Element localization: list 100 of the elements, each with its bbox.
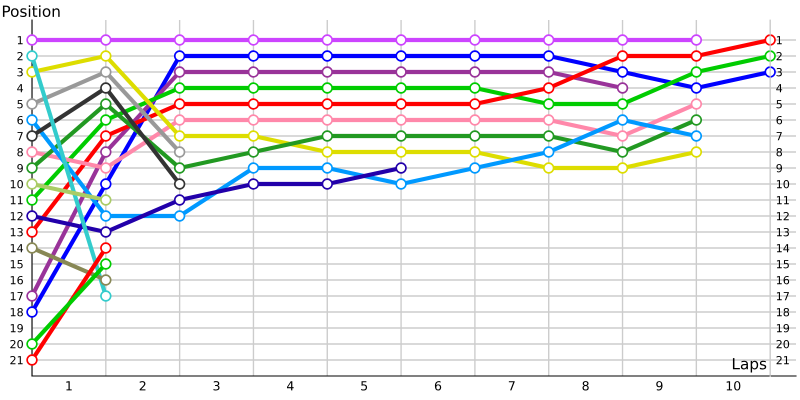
y2-tick-label: 9 bbox=[776, 164, 782, 172]
y2-tick-label: 13 bbox=[776, 228, 789, 236]
point bbox=[616, 130, 628, 142]
y2-tick-label: 20 bbox=[776, 340, 790, 348]
point bbox=[174, 34, 186, 46]
point bbox=[322, 50, 333, 62]
point bbox=[174, 50, 186, 62]
point bbox=[248, 98, 260, 110]
y2-tick-label: 5 bbox=[776, 100, 782, 108]
y2-tick-label: 10 bbox=[776, 180, 790, 188]
point bbox=[322, 114, 333, 126]
y2-tick-label: 12 bbox=[776, 212, 789, 220]
point bbox=[616, 82, 628, 94]
point bbox=[26, 226, 38, 238]
y2-tick-label: 3 bbox=[776, 68, 782, 76]
point bbox=[322, 178, 333, 190]
point bbox=[26, 98, 38, 110]
y-tick-label: 6 bbox=[17, 116, 23, 124]
point bbox=[100, 178, 112, 190]
point bbox=[174, 98, 186, 110]
y2-tick-label: 17 bbox=[776, 292, 789, 300]
point bbox=[100, 50, 112, 62]
x-tick-label: 6 bbox=[434, 381, 442, 391]
point bbox=[690, 98, 702, 110]
point bbox=[26, 178, 38, 190]
x-tick-label: 10 bbox=[726, 381, 740, 391]
point bbox=[100, 34, 112, 46]
point bbox=[26, 50, 38, 62]
point bbox=[616, 162, 628, 174]
point bbox=[174, 82, 186, 94]
point bbox=[26, 146, 38, 158]
point bbox=[100, 146, 112, 158]
point bbox=[690, 66, 702, 78]
point bbox=[690, 146, 702, 158]
y-tick-label: 1 bbox=[18, 36, 23, 44]
point bbox=[100, 98, 112, 110]
y-tick-label: 9 bbox=[17, 164, 23, 172]
point bbox=[469, 50, 481, 62]
y-tick-label: 7 bbox=[18, 132, 23, 140]
point bbox=[690, 130, 702, 142]
point bbox=[248, 82, 260, 94]
point bbox=[322, 34, 333, 46]
y2-tick-label: 7 bbox=[776, 132, 782, 140]
x-axis-title: Laps bbox=[732, 358, 766, 372]
point bbox=[322, 130, 333, 142]
point bbox=[248, 34, 260, 46]
y2-tick-label: 14 bbox=[776, 244, 790, 252]
point bbox=[395, 50, 407, 62]
y2-tick-label: 1 bbox=[776, 36, 782, 44]
point bbox=[764, 50, 776, 62]
x-tick-label: 7 bbox=[508, 381, 515, 390]
point bbox=[174, 194, 186, 206]
y2-tick-label: 16 bbox=[776, 276, 790, 284]
y-tick-label: 19 bbox=[10, 324, 23, 332]
y2-tick-label: 4 bbox=[776, 84, 782, 92]
point bbox=[395, 98, 407, 110]
x-tick-label: 5 bbox=[361, 381, 368, 391]
point bbox=[100, 130, 112, 142]
y2-tick-label: 8 bbox=[776, 148, 782, 156]
point bbox=[26, 210, 38, 222]
point bbox=[174, 146, 186, 158]
point bbox=[690, 114, 702, 126]
point bbox=[616, 146, 628, 158]
point bbox=[690, 82, 702, 94]
point bbox=[174, 210, 186, 222]
y-tick-label: 14 bbox=[10, 244, 24, 252]
y2-tick-label: 2 bbox=[776, 52, 782, 60]
point bbox=[100, 274, 112, 286]
point bbox=[100, 258, 112, 270]
point bbox=[690, 34, 702, 46]
point bbox=[248, 146, 260, 158]
point bbox=[100, 210, 112, 222]
x-tick-label: 3 bbox=[214, 381, 220, 391]
point bbox=[26, 338, 38, 350]
point bbox=[248, 130, 260, 142]
y-tick-label: 12 bbox=[10, 212, 23, 220]
y-tick-label: 15 bbox=[10, 260, 23, 268]
point bbox=[469, 114, 481, 126]
point bbox=[322, 162, 333, 174]
point bbox=[322, 82, 333, 94]
point bbox=[174, 114, 186, 126]
y2-tick-label: 21 bbox=[776, 356, 789, 364]
y-tick-label: 11 bbox=[10, 196, 23, 204]
point bbox=[26, 194, 38, 206]
point bbox=[543, 98, 554, 110]
point bbox=[469, 162, 481, 174]
point bbox=[26, 130, 38, 142]
point bbox=[616, 98, 628, 110]
point bbox=[174, 130, 186, 142]
point bbox=[616, 34, 628, 46]
point bbox=[100, 290, 112, 302]
point bbox=[26, 306, 38, 318]
y-tick-label: 18 bbox=[10, 308, 23, 316]
point bbox=[616, 50, 628, 62]
point bbox=[248, 178, 260, 190]
point bbox=[395, 178, 407, 190]
point bbox=[26, 354, 38, 366]
point bbox=[26, 242, 38, 254]
point bbox=[543, 34, 554, 46]
point bbox=[616, 114, 628, 126]
